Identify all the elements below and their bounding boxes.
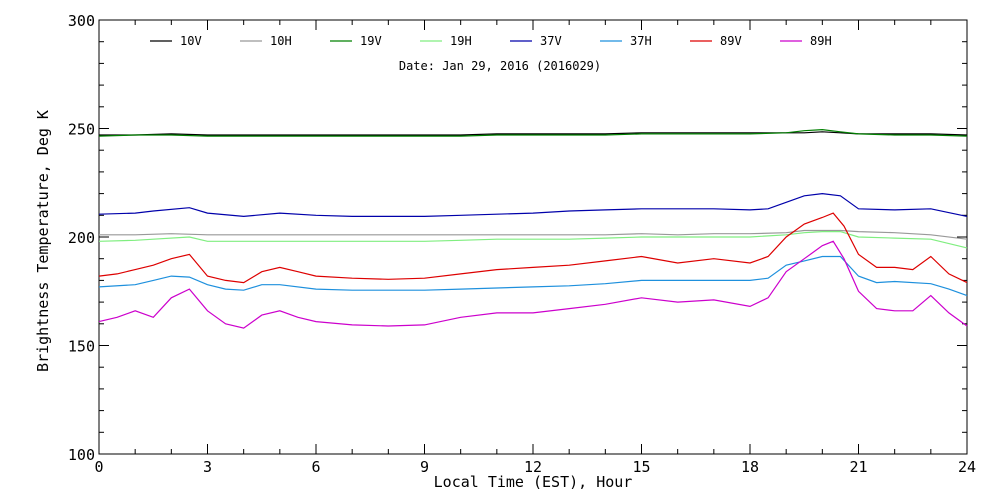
x-axis-title: Local Time (EST), Hour [434,473,633,491]
legend-label-89v: 89V [720,34,742,48]
x-tick-label: 18 [741,458,759,476]
series-line-89h [98,240,968,329]
series-line-19h [98,231,968,249]
series-line-19v [98,128,968,137]
axis-ticks: 0 3 6 9 12 15 18 21 24 100 150 200 250 300 [68,12,976,476]
x-tick-label: 12 [524,458,542,476]
y-tick-label: 200 [68,229,95,247]
y-tick-label: 300 [68,12,95,30]
x-tick-label: 0 [94,458,103,476]
series-lines [98,128,968,329]
x-tick-label: 6 [311,458,320,476]
legend: 10V 10H 19V 19H 37V 37H 89V 89H [150,34,832,48]
series-line-37h [98,255,968,297]
legend-label-10v: 10V [180,34,202,48]
series-line-10v [99,131,968,136]
legend-label-19h: 19H [450,34,472,48]
chart-subtitle: Date: Jan 29, 2016 (2016029) [399,59,601,73]
series-line-10h [99,229,968,240]
plot-frame [98,19,968,455]
legend-label-10h: 10H [270,34,292,48]
legend-label-37v: 37V [540,34,562,48]
legend-label-37h: 37H [630,34,652,48]
legend-label-89h: 89H [810,34,832,48]
x-tick-label: 21 [849,458,867,476]
y-axis-title: Brightness Temperature, Deg K [34,110,52,372]
y-tick-label: 100 [68,446,95,464]
y-tick-label: 150 [68,338,95,356]
series-line-89v [98,212,968,284]
x-tick-label: 9 [420,458,429,476]
y-tick-label: 250 [68,121,95,139]
x-tick-label: 3 [203,458,212,476]
x-tick-label: 24 [958,458,976,476]
legend-label-19v: 19V [360,34,382,48]
x-tick-label: 15 [632,458,650,476]
series-line-37v [98,192,968,218]
